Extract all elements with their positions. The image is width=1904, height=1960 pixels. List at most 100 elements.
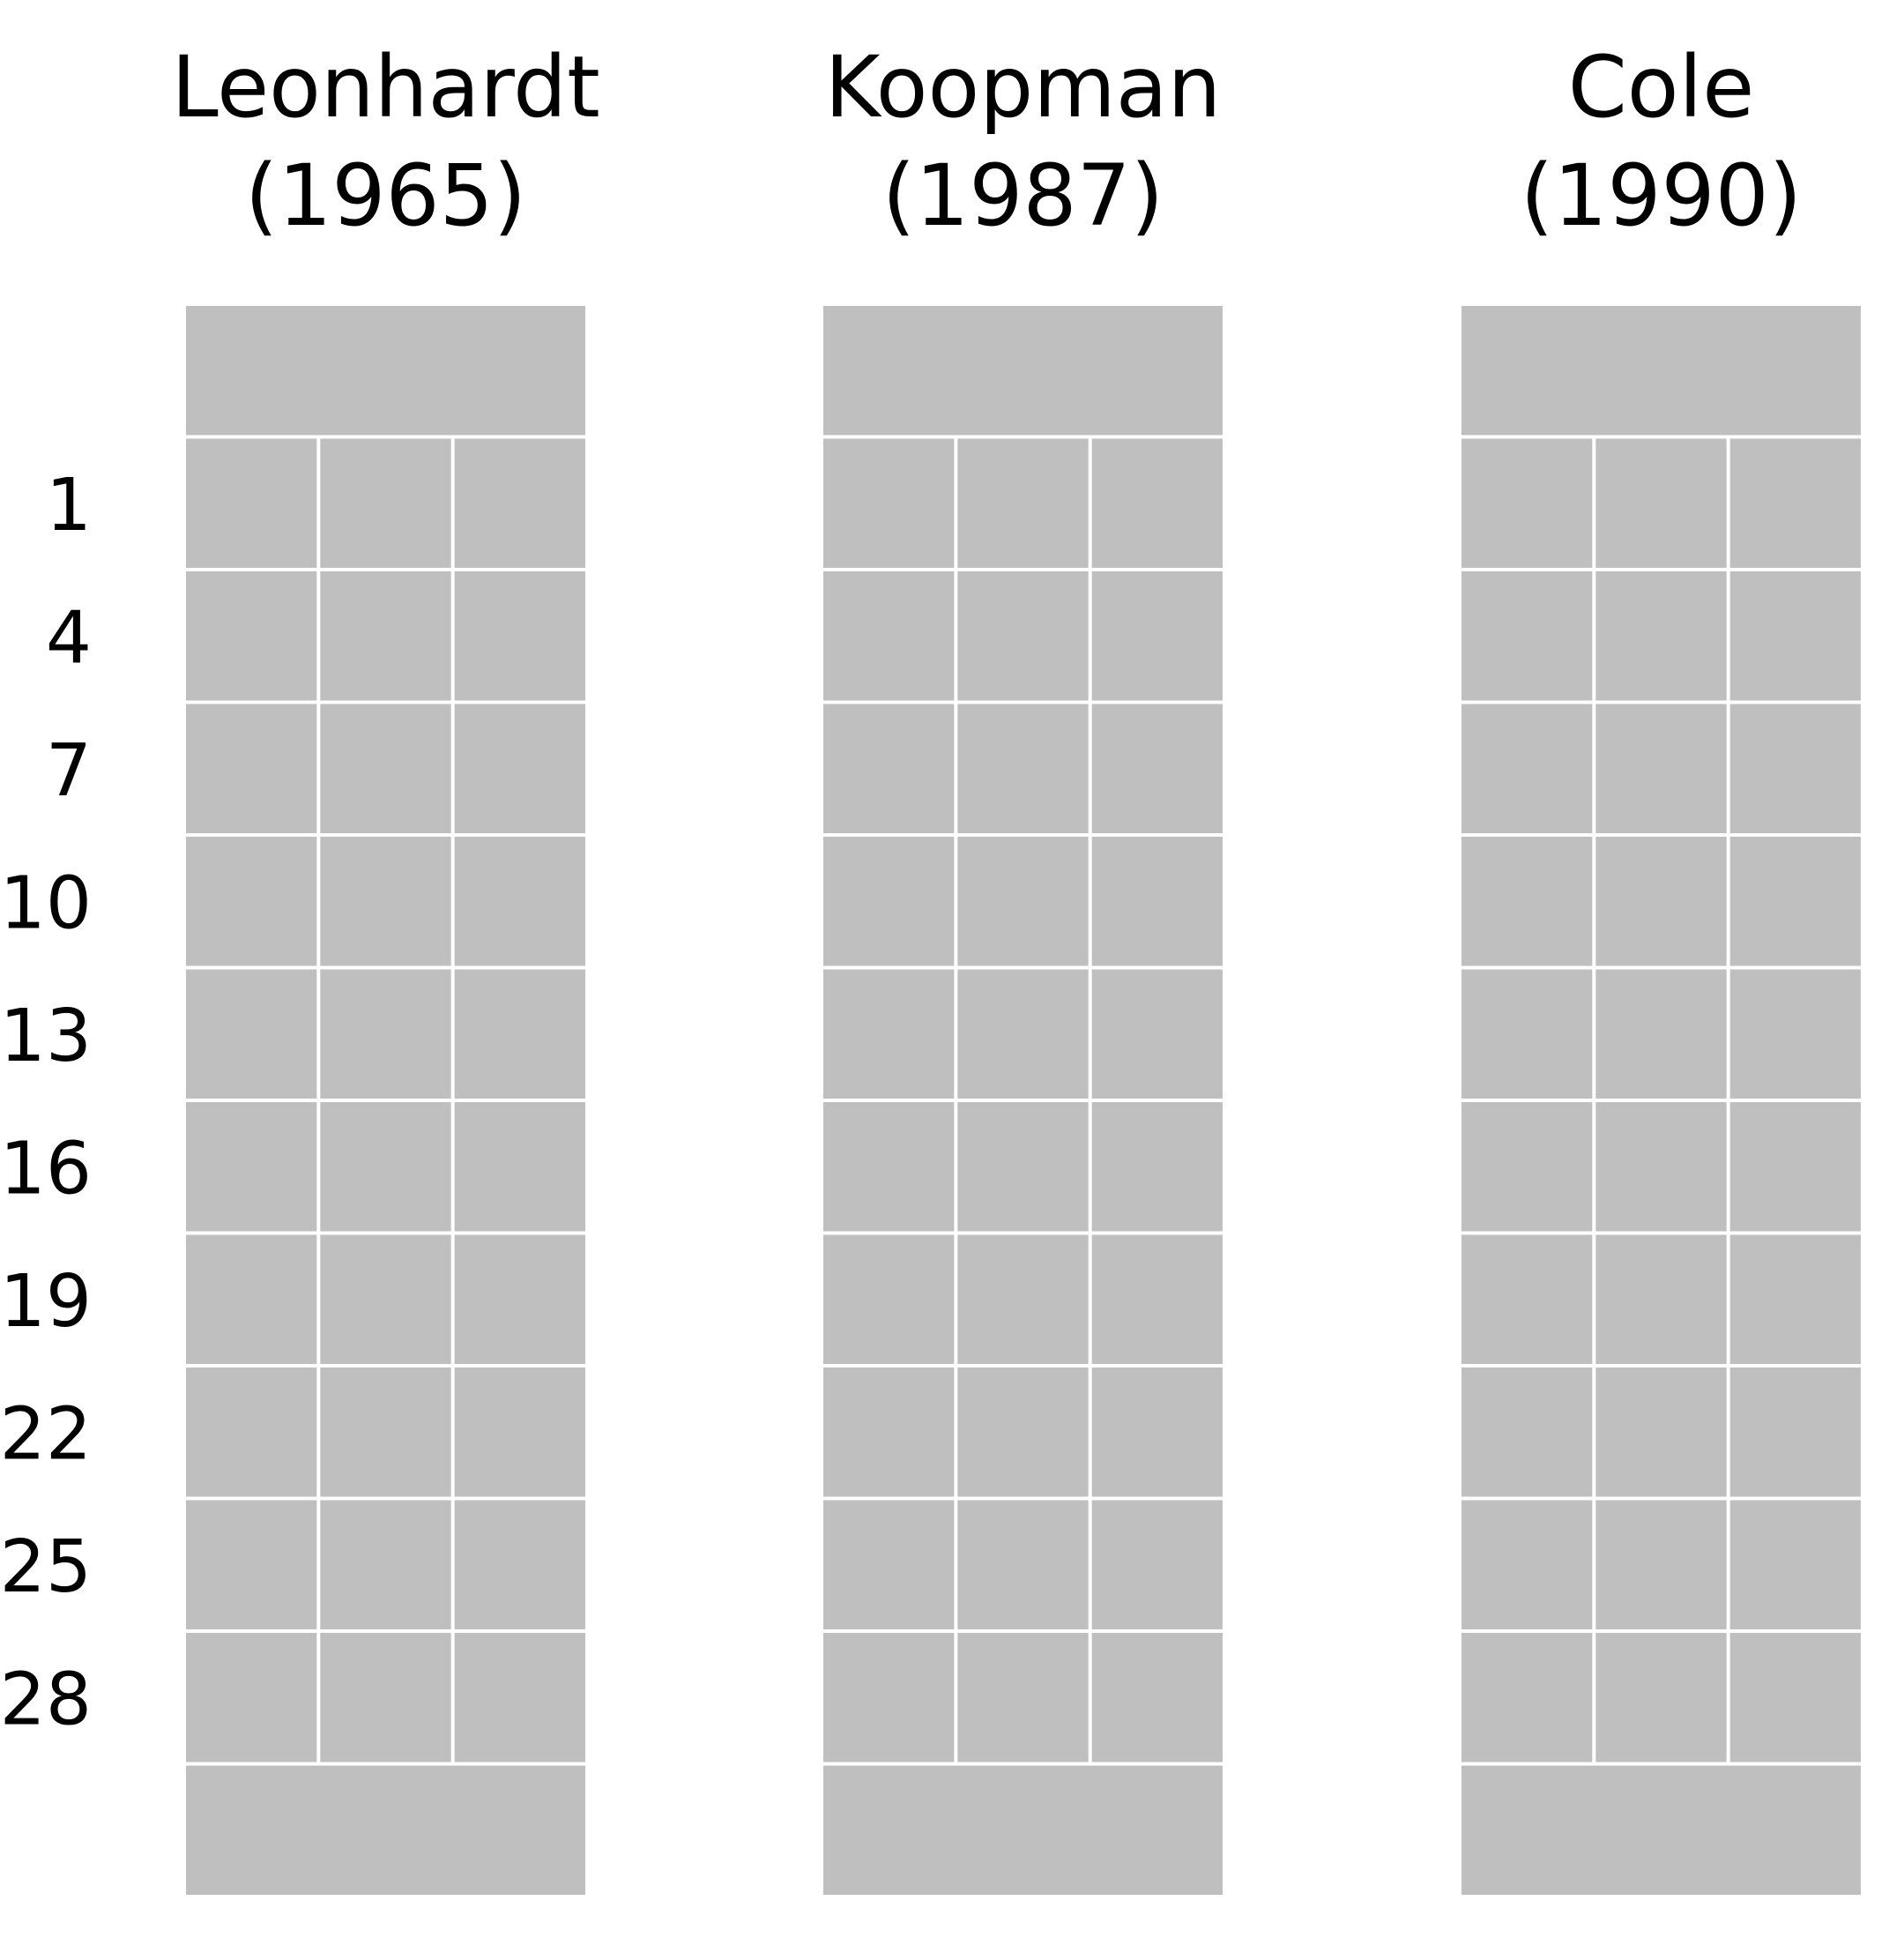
row-label: 1 [46,464,92,548]
grid-cell [1595,438,1727,568]
grid-cell [1091,1234,1223,1364]
grid-cell [186,704,317,833]
grid-cell [1091,1500,1223,1629]
grid-cell [1461,1368,1593,1497]
grid-cell [1091,1368,1223,1497]
top-block [186,306,585,436]
grid-cell [186,1102,317,1232]
grid-cell [1461,1102,1593,1232]
grid-cell [823,571,955,701]
grid-cell [320,1234,451,1364]
grid-cell [186,1500,317,1629]
grid-cell [454,1500,585,1629]
grid-cell [186,1368,317,1497]
grid-cell [1729,837,1861,966]
grid-cell [823,969,955,1099]
grid-cell [823,1633,955,1763]
grid-cell [1729,1234,1861,1364]
grid-cell [823,1368,955,1497]
grid-cell [957,1368,1089,1497]
grid-cell [186,837,317,966]
grid-cell [1461,969,1593,1099]
grid-cell [320,1500,451,1629]
grid-cell [454,969,585,1099]
grid-cell [957,969,1089,1099]
grid-cell [1091,1102,1223,1232]
bottom-block [1461,1765,1861,1895]
grid-cell [823,1234,955,1364]
grid-cell [186,438,317,568]
row-label: 13 [0,995,92,1078]
grid-cell [1595,704,1727,833]
grid-cell [957,1633,1089,1763]
column-title: Leonhardt [171,38,599,137]
grid-cell [1461,438,1593,568]
grid-cell [1729,1102,1861,1232]
grid-cell [957,571,1089,701]
grid-cell [320,1368,451,1497]
column-year: (1987) [882,146,1164,245]
grid-cell [1091,969,1223,1099]
grid-cell [1595,1234,1727,1364]
row-label: 25 [0,1525,92,1609]
top-block [1461,306,1861,436]
column-title: Cole [1568,38,1755,137]
grid-cell [454,571,585,701]
grid-cell [1461,704,1593,833]
grid-cell [1595,969,1727,1099]
column-year: (1965) [245,146,526,245]
grid-cell [823,1500,955,1629]
grid-cell [1595,1102,1727,1232]
grid-cell [454,438,585,568]
grid-cell [1729,1368,1861,1497]
grid-cell [454,837,585,966]
grid-cell [1595,571,1727,701]
grid-cell [823,704,955,833]
column-cole: Cole(1990) [1461,38,1861,1895]
grid-cell [1729,438,1861,568]
grid-cell [957,1234,1089,1364]
grid-cell [1091,837,1223,966]
column-koopman: Koopman(1987) [823,38,1223,1895]
grid-cell [1729,571,1861,701]
grid-cell [320,969,451,1099]
row-label: 16 [0,1127,92,1211]
grid-cell [186,571,317,701]
row-label: 10 [0,861,92,945]
columns: Leonhardt(1965) Koopman(1987) Cole(1990) [171,38,1861,1895]
grid-cell [1461,1234,1593,1364]
grid-cell [1729,704,1861,833]
row-label: 28 [0,1658,92,1741]
grid-cell [957,1500,1089,1629]
grid-cell [1729,1500,1861,1629]
grid-cell [320,1633,451,1763]
grid-cell [1091,1633,1223,1763]
grid-cell [957,837,1089,966]
row-label: 19 [0,1260,92,1344]
grid-cell [823,837,955,966]
grid-cell [957,438,1089,568]
grid-cell [1091,438,1223,568]
grid-cell [823,438,955,568]
grid-cell [454,1368,585,1497]
row-labels: 1 4 7 10 13 16 19 22 25 28 [0,464,92,1742]
grid-cell [1595,1633,1727,1763]
row-label: 22 [0,1392,92,1476]
grid-cell [957,704,1089,833]
bottom-block [186,1765,585,1895]
grid-cell [1461,837,1593,966]
bottom-block [823,1765,1223,1895]
top-block [823,306,1223,436]
grid-cell [454,704,585,833]
column-leonhardt: Leonhardt(1965) [171,38,600,1895]
grid-cell [320,571,451,701]
grid-cell [1729,969,1861,1099]
grid-cell [454,1234,585,1364]
grid-cell [186,969,317,1099]
row-label: 4 [46,596,92,680]
grid-cell [1091,704,1223,833]
column-title: Koopman [825,38,1222,137]
grid-cell [454,1102,585,1232]
grid-cell [823,1102,955,1232]
